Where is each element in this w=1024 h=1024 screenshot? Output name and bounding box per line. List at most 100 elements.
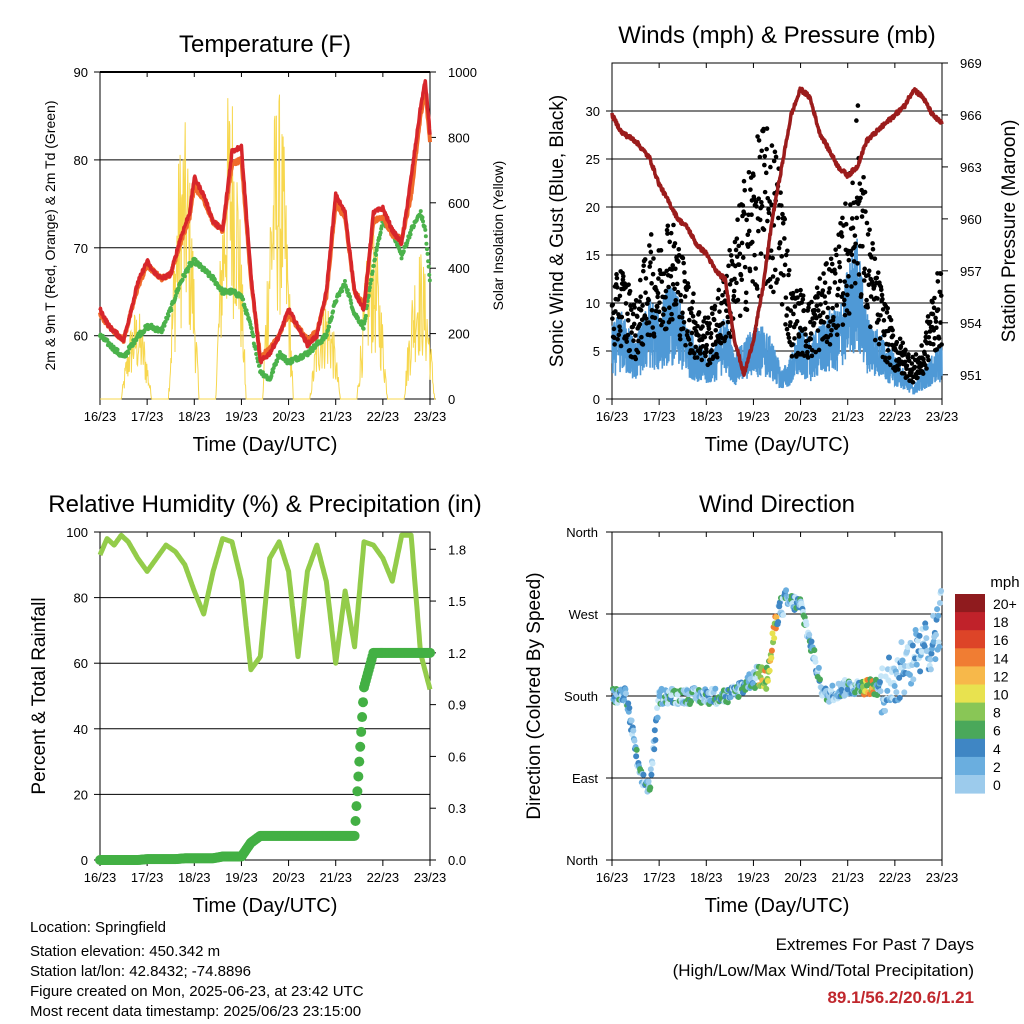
direction-point [877, 688, 884, 695]
direction-point [932, 656, 939, 663]
dewpoint-point [418, 209, 423, 214]
gust-point [840, 215, 845, 221]
gust-point [909, 361, 915, 366]
dewpoint-point [374, 252, 379, 257]
direction-point [633, 746, 640, 753]
direction-point [916, 632, 923, 639]
elevation-text: Station elevation: 450.342 m [30, 943, 221, 960]
gust-point [625, 318, 631, 323]
gust-point [662, 307, 668, 313]
gust-point [712, 303, 718, 309]
gust-point [716, 287, 722, 293]
dewpoint-point [424, 247, 429, 252]
gust-point [727, 248, 732, 253]
gust-point [681, 319, 687, 325]
gust-point [731, 288, 737, 294]
gust-point [646, 297, 651, 303]
gust-point [849, 216, 855, 221]
gust-point [764, 126, 770, 131]
direction-point [654, 704, 661, 711]
x-tick-label: 22/23 [879, 409, 912, 424]
gust-point [841, 302, 847, 307]
direction-point [664, 700, 671, 707]
gust-point [731, 293, 737, 299]
gust-point [695, 323, 700, 329]
gust-point [837, 278, 843, 284]
gust-point [925, 314, 931, 319]
gust-point [761, 126, 766, 132]
gust-point [610, 316, 615, 321]
direction-point [631, 737, 638, 744]
gust-point [826, 323, 831, 329]
gust-point [656, 276, 661, 281]
gust-point [923, 330, 929, 336]
dewpoint-point [163, 319, 168, 324]
gust-point [625, 332, 631, 338]
gust-point [710, 311, 715, 317]
gust-point [744, 307, 750, 313]
gust-point [865, 232, 871, 237]
gust-point [870, 241, 875, 246]
gust-point [842, 279, 847, 284]
dewpoint-point [340, 289, 345, 294]
gust-point [926, 357, 931, 363]
precip-point [357, 712, 368, 723]
gust-point [617, 328, 623, 333]
gust-point [835, 292, 840, 298]
direction-point [626, 705, 633, 712]
direction-point [884, 687, 891, 694]
gust-point [694, 355, 700, 360]
chart-title: Temperature (F) [179, 31, 351, 58]
gust-point [934, 347, 940, 352]
gust-point [918, 363, 924, 369]
gust-point [769, 143, 775, 148]
colorbar-label: 18 [993, 614, 1009, 630]
colorbar-label: 2 [993, 759, 1001, 775]
gust-point [660, 312, 666, 317]
gust-point [743, 299, 749, 305]
gust-point [827, 286, 832, 291]
gust-point [794, 319, 800, 324]
gust-point [782, 262, 788, 268]
direction-point [780, 612, 787, 619]
gust-point [640, 303, 645, 308]
gust-point [688, 310, 694, 316]
gust-point [707, 321, 712, 326]
gust-point [755, 134, 760, 139]
gust-point [862, 278, 867, 283]
gust-point [723, 334, 729, 340]
gust-point [734, 280, 739, 286]
series-precipitation [95, 647, 435, 865]
gust-point [840, 291, 846, 296]
gust-point [650, 325, 656, 330]
direction-point [645, 778, 652, 785]
dewpoint-point [372, 257, 377, 262]
y-axis-label: Percent & Total Rainfall [29, 597, 50, 794]
direction-point [808, 638, 815, 645]
y-tick-label-right: 0 [448, 392, 455, 407]
gust-point [725, 319, 731, 325]
gust-point [920, 371, 926, 376]
gust-point [783, 252, 789, 258]
gust-point [785, 331, 791, 337]
gust-point [627, 347, 633, 353]
gust-point [725, 314, 731, 320]
gust-point [853, 241, 858, 247]
gust-point [756, 228, 761, 234]
y-tick-label: 20 [586, 200, 600, 215]
y-tick-label: 80 [74, 591, 88, 606]
direction-point [826, 698, 833, 705]
gust-point [672, 241, 678, 246]
y-tick-label: 60 [74, 329, 88, 344]
colorbar-label: 8 [993, 705, 1001, 721]
gust-point [614, 285, 620, 290]
gust-point [875, 296, 880, 301]
dewpoint-point [420, 215, 425, 220]
dewpoint-point [399, 256, 404, 261]
gust-point [769, 202, 774, 207]
direction-point [651, 727, 658, 734]
precip-point [350, 815, 361, 826]
gust-point [743, 290, 749, 296]
dewpoint-point [423, 234, 428, 239]
dewpoint-point [327, 324, 332, 329]
